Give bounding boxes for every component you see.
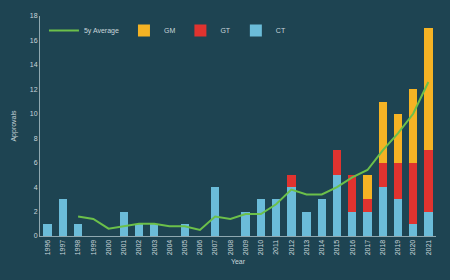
svg-text:Year: Year (231, 258, 246, 265)
svg-text:2010: 2010 (257, 240, 264, 256)
svg-text:CT: CT (276, 27, 286, 34)
svg-text:2017: 2017 (364, 240, 371, 256)
svg-text:4: 4 (34, 184, 38, 191)
svg-text:2018: 2018 (379, 240, 386, 256)
svg-text:2016: 2016 (349, 240, 356, 256)
svg-text:8: 8 (34, 135, 38, 142)
svg-text:16: 16 (30, 37, 38, 44)
svg-text:2020: 2020 (409, 240, 416, 256)
svg-text:14: 14 (30, 61, 38, 68)
svg-text:2013: 2013 (303, 240, 310, 256)
svg-text:10: 10 (30, 110, 38, 117)
svg-text:5y Average: 5y Average (84, 27, 119, 35)
svg-text:2021: 2021 (425, 240, 432, 256)
svg-text:2012: 2012 (288, 240, 295, 256)
svg-text:2000: 2000 (105, 240, 112, 256)
svg-text:2: 2 (34, 208, 38, 215)
svg-text:2019: 2019 (394, 240, 401, 256)
svg-text:Approvals: Approvals (10, 110, 18, 142)
svg-text:1996: 1996 (44, 240, 51, 256)
svg-text:0: 0 (34, 232, 38, 239)
svg-text:2004: 2004 (166, 240, 173, 256)
svg-text:12: 12 (30, 86, 38, 93)
svg-text:2001: 2001 (120, 240, 127, 256)
svg-text:2007: 2007 (211, 240, 218, 256)
svg-text:1997: 1997 (59, 240, 66, 256)
svg-text:2006: 2006 (196, 240, 203, 256)
svg-text:2011: 2011 (272, 240, 279, 255)
svg-text:2009: 2009 (242, 240, 249, 256)
svg-text:GT: GT (220, 27, 230, 34)
svg-text:2003: 2003 (151, 240, 158, 256)
svg-text:1998: 1998 (74, 240, 81, 256)
svg-text:18: 18 (30, 12, 38, 19)
svg-text:GM: GM (164, 27, 175, 34)
svg-text:2015: 2015 (333, 240, 340, 256)
svg-text:2002: 2002 (135, 240, 142, 256)
svg-text:1999: 1999 (90, 240, 97, 256)
svg-text:2005: 2005 (181, 240, 188, 256)
svg-text:2014: 2014 (318, 240, 325, 256)
svg-text:2008: 2008 (227, 240, 234, 256)
svg-text:6: 6 (34, 159, 38, 166)
